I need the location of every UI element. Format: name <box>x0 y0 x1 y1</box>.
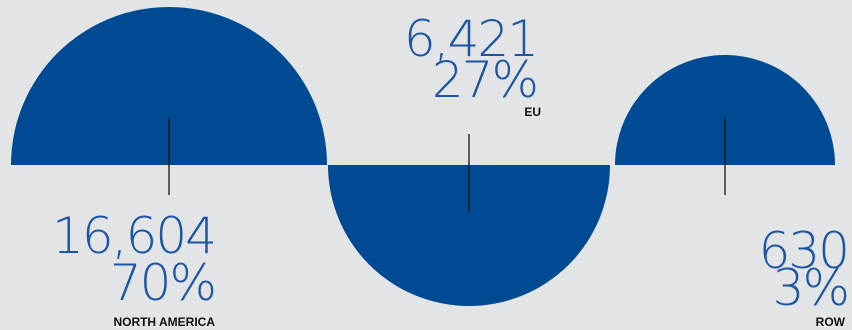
percent-label-north-america: 70% <box>110 254 215 312</box>
semicircle-eu <box>328 165 610 306</box>
region-label-eu: EU <box>524 105 541 119</box>
semicircle-north-america <box>11 7 327 165</box>
value-label-eu: 6,421 <box>404 10 537 68</box>
percent-label-row: 3% <box>773 259 848 317</box>
percent-label-eu: 27% <box>432 51 537 109</box>
value-label-north-america: 16,604 <box>52 207 215 265</box>
region-label-row: ROW <box>816 315 846 329</box>
semicircle-row <box>615 55 835 165</box>
value-label-row: 630 <box>759 222 848 280</box>
region-label-north-america: NORTH AMERICA <box>113 315 215 329</box>
